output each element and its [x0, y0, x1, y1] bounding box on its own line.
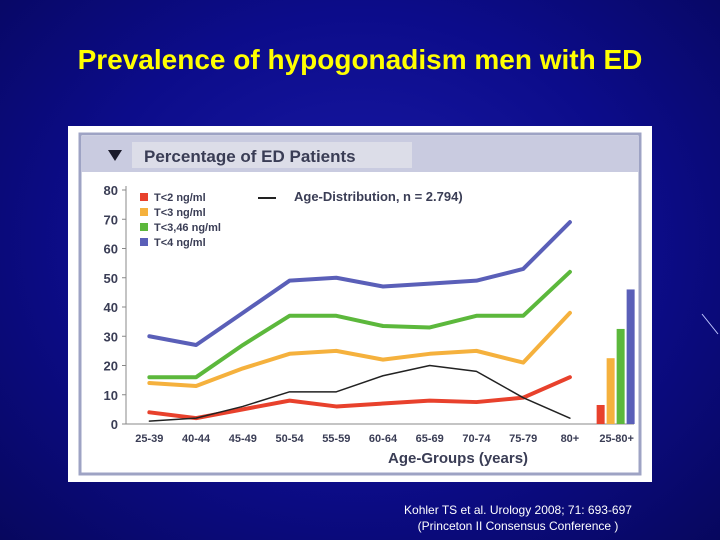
legend-label: T<4 ng/ml: [154, 237, 206, 249]
chart-panel: Percentage of ED Patients Age-Distributi…: [68, 126, 652, 482]
y-tick-label: 30: [104, 329, 118, 344]
x-tick-label: 75-79: [509, 433, 537, 445]
legend-swatch: [140, 238, 148, 246]
line-chart: Percentage of ED Patients Age-Distributi…: [78, 132, 642, 476]
series-line-0: [147, 375, 572, 421]
x-tick-label: 80+: [561, 433, 580, 445]
summary-bar: [606, 358, 615, 424]
y-tick-label: 0: [111, 417, 118, 432]
y-tick-label: 80: [104, 183, 118, 198]
collapse-triangle-icon[interactable]: [108, 150, 122, 161]
summary-bar: [626, 289, 635, 424]
legend-swatch: [140, 193, 148, 201]
chart-title: Percentage of ED Patients: [144, 147, 356, 166]
series-line-4: [148, 364, 571, 422]
y-tick-label: 20: [104, 359, 118, 374]
legend-label: T<3,46 ng/ml: [154, 222, 221, 234]
x-axis-label: Age-Groups (years): [388, 450, 528, 467]
slide-title: Prevalence of hypogonadism men with ED: [77, 44, 643, 75]
chart-subtitle: Age-Distribution, n = 2.794): [294, 189, 463, 204]
legend-swatch: [140, 208, 148, 216]
x-tick-label: 25-39: [135, 433, 163, 445]
x-tick-label: 55-59: [322, 433, 350, 445]
legend-label: T<2 ng/ml: [154, 192, 206, 204]
x-tick-label: 70-74: [462, 433, 491, 445]
citation-line-2: (Princeton II Consensus Conference ): [417, 519, 619, 533]
chart-frame: [78, 132, 642, 476]
y-tick-label: 60: [104, 242, 118, 257]
legend-swatch: [140, 223, 148, 231]
x-tick-label: 65-69: [416, 433, 444, 445]
x-tick-label: 50-54: [275, 433, 304, 445]
chart-title-box: [132, 142, 412, 168]
series-line-3: [147, 220, 572, 348]
y-tick-label: 40: [104, 300, 118, 315]
summary-bar: [616, 328, 625, 424]
y-tick-label: 70: [104, 212, 118, 227]
summary-bar: [596, 404, 605, 424]
citation-line-1: Kohler TS et al. Urology 2008; 71: 693-6…: [404, 503, 632, 517]
legend-label: T<3 ng/ml: [154, 207, 206, 219]
series-line-2: [147, 269, 572, 380]
y-tick-label: 10: [104, 388, 118, 403]
x-tick-label: 45-49: [229, 433, 257, 445]
x-tick-label: 60-64: [369, 433, 398, 445]
citation: Kohler TS et al. Urology 2008; 71: 693-6…: [340, 502, 696, 534]
series-line-1: [147, 310, 572, 388]
x-tick-label: 25-80+: [599, 433, 634, 445]
y-tick-label: 50: [104, 271, 118, 286]
decorative-line: [701, 313, 719, 335]
x-tick-label: 40-44: [182, 433, 211, 445]
